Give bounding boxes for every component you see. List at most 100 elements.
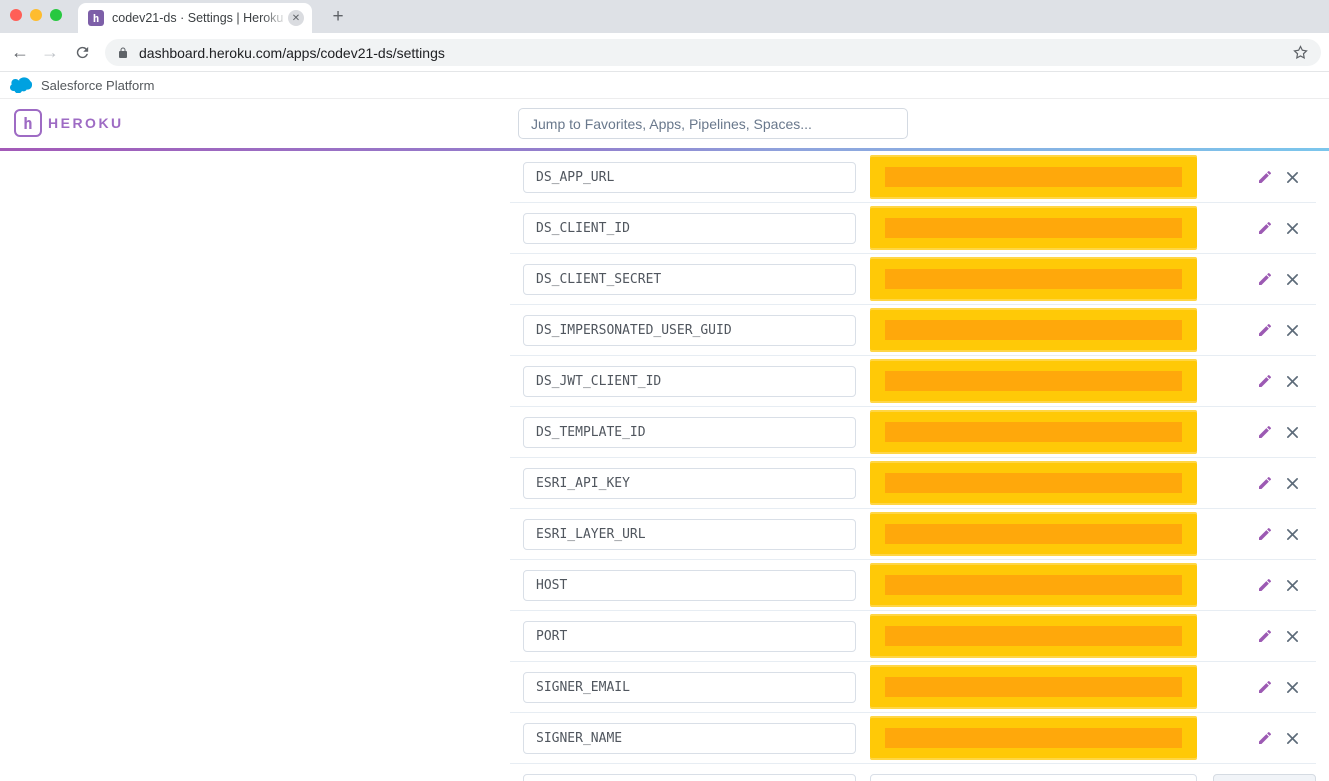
browser-tab-strip: h codev21-ds · Settings | Heroku ✕ + — [0, 0, 1329, 33]
config-key-input[interactable] — [523, 569, 856, 601]
row-actions — [1256, 321, 1316, 339]
window-zoom-button[interactable] — [50, 9, 62, 21]
config-value-redacted[interactable] — [870, 461, 1197, 505]
config-key-input[interactable] — [523, 365, 856, 397]
new-value-input[interactable] — [870, 774, 1197, 781]
browser-tab[interactable]: h codev21-ds · Settings | Heroku ✕ — [78, 3, 312, 33]
config-value-redacted[interactable] — [870, 512, 1197, 556]
config-key-input[interactable] — [523, 467, 856, 499]
config-value-redacted[interactable] — [870, 716, 1197, 760]
remove-x-icon[interactable] — [1283, 321, 1301, 339]
bookmark-star-icon[interactable] — [1292, 44, 1309, 61]
config-value-redacted[interactable] — [870, 614, 1197, 658]
edit-pencil-icon[interactable] — [1256, 168, 1274, 186]
redaction-bar — [885, 524, 1182, 544]
row-actions — [1256, 627, 1316, 645]
new-config-var-row — [510, 764, 1316, 781]
config-var-row — [510, 407, 1316, 458]
config-key-input[interactable] — [523, 416, 856, 448]
config-value-redacted[interactable] — [870, 410, 1197, 454]
back-icon[interactable]: ← — [11, 41, 29, 62]
config-value-redacted[interactable] — [870, 155, 1197, 199]
address-bar[interactable]: dashboard.heroku.com/apps/codev21-ds/set… — [105, 39, 1321, 66]
row-actions — [1256, 729, 1316, 747]
redaction-bar — [885, 473, 1182, 493]
redaction-bar — [885, 575, 1182, 595]
tab-close-icon[interactable]: ✕ — [288, 10, 304, 26]
remove-x-icon[interactable] — [1283, 372, 1301, 390]
config-value-redacted[interactable] — [870, 308, 1197, 352]
row-actions — [1256, 678, 1316, 696]
config-value-redacted[interactable] — [870, 665, 1197, 709]
jump-to-search-input[interactable] — [518, 108, 908, 139]
remove-x-icon[interactable] — [1283, 678, 1301, 696]
redaction-bar — [885, 728, 1182, 748]
redaction-bar — [885, 320, 1182, 340]
remove-x-icon[interactable] — [1283, 423, 1301, 441]
edit-pencil-icon[interactable] — [1256, 321, 1274, 339]
edit-pencil-icon[interactable] — [1256, 627, 1274, 645]
redaction-bar — [885, 371, 1182, 391]
redaction-bar — [885, 626, 1182, 646]
header-gradient-divider — [0, 148, 1329, 151]
remove-x-icon[interactable] — [1283, 729, 1301, 747]
remove-x-icon[interactable] — [1283, 270, 1301, 288]
config-var-row — [510, 254, 1316, 305]
config-value-redacted[interactable] — [870, 563, 1197, 607]
config-key-input[interactable] — [523, 671, 856, 703]
edit-pencil-icon[interactable] — [1256, 576, 1274, 594]
heroku-wordmark[interactable]: HEROKU — [48, 115, 124, 131]
config-key-input[interactable] — [523, 620, 856, 652]
row-actions — [1256, 525, 1316, 543]
config-value-redacted[interactable] — [870, 257, 1197, 301]
url-text[interactable]: dashboard.heroku.com/apps/codev21-ds/set… — [139, 44, 445, 61]
edit-pencil-icon[interactable] — [1256, 729, 1274, 747]
heroku-header: h HEROKU — [0, 99, 1329, 148]
config-value-redacted[interactable] — [870, 359, 1197, 403]
edit-pencil-icon[interactable] — [1256, 270, 1274, 288]
remove-x-icon[interactable] — [1283, 219, 1301, 237]
config-key-input[interactable] — [523, 722, 856, 754]
reload-icon[interactable] — [68, 38, 96, 66]
row-actions — [1256, 372, 1316, 390]
lock-icon — [119, 47, 127, 58]
edit-pencil-icon[interactable] — [1256, 525, 1274, 543]
browser-toolbar: ← → dashboard.heroku.com/apps/codev21-ds… — [0, 33, 1329, 72]
window-close-button[interactable] — [10, 9, 22, 21]
new-key-input[interactable] — [523, 774, 856, 781]
heroku-logo-icon[interactable]: h — [14, 109, 42, 137]
config-var-row — [510, 356, 1316, 407]
new-tab-button[interactable]: + — [332, 6, 344, 27]
row-actions — [1256, 270, 1316, 288]
remove-x-icon[interactable] — [1283, 627, 1301, 645]
edit-pencil-icon[interactable] — [1256, 372, 1274, 390]
config-var-row — [510, 458, 1316, 509]
config-var-row — [510, 713, 1316, 764]
edit-pencil-icon[interactable] — [1256, 423, 1274, 441]
config-key-input[interactable] — [523, 314, 856, 346]
window-minimize-button[interactable] — [30, 9, 42, 21]
edit-pencil-icon[interactable] — [1256, 474, 1274, 492]
config-var-row — [510, 560, 1316, 611]
redaction-bar — [885, 218, 1182, 238]
add-config-var-button[interactable] — [1213, 774, 1316, 781]
edit-pencil-icon[interactable] — [1256, 219, 1274, 237]
remove-x-icon[interactable] — [1283, 168, 1301, 186]
config-var-row — [510, 152, 1316, 203]
row-actions — [1256, 474, 1316, 492]
config-var-row — [510, 611, 1316, 662]
config-key-input[interactable] — [523, 161, 856, 193]
config-key-input[interactable] — [523, 212, 856, 244]
edit-pencil-icon[interactable] — [1256, 678, 1274, 696]
config-key-input[interactable] — [523, 518, 856, 550]
config-key-input[interactable] — [523, 263, 856, 295]
salesforce-cloud-icon — [10, 77, 32, 93]
config-var-row — [510, 662, 1316, 713]
remove-x-icon[interactable] — [1283, 474, 1301, 492]
forward-icon[interactable]: → — [41, 41, 59, 62]
config-value-redacted[interactable] — [870, 206, 1197, 250]
row-actions — [1256, 576, 1316, 594]
remove-x-icon[interactable] — [1283, 576, 1301, 594]
remove-x-icon[interactable] — [1283, 525, 1301, 543]
redaction-bar — [885, 677, 1182, 697]
